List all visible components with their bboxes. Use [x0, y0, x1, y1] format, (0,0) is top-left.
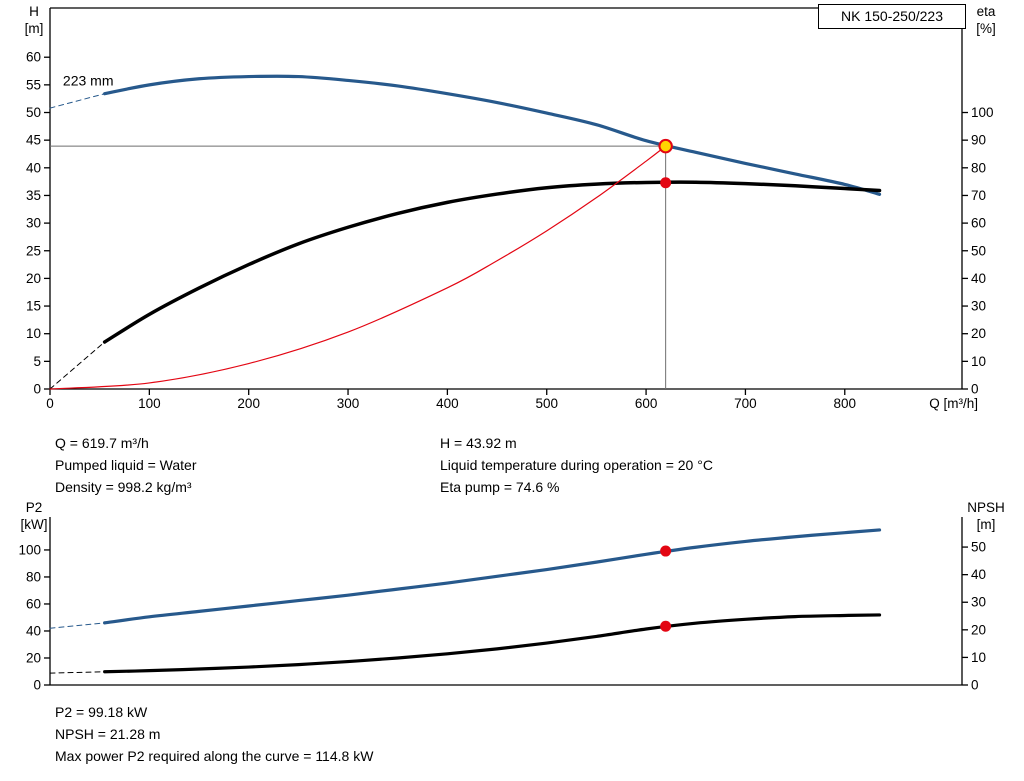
y-left-tick-label: 15	[26, 299, 41, 314]
power-npsh-chart: 0 20 40 60 80 100 0 10 20 30 40 50 P2 [kW] NPSH [m]	[18, 500, 1005, 693]
y-left-tick-label: 40	[26, 623, 41, 638]
operating-data-right: H = 43.92 m Liquid temperature during op…	[440, 432, 713, 498]
y-left-tick-label: 45	[26, 133, 41, 148]
x-tick-label: 300	[337, 396, 360, 411]
npsh-curve-dashed	[49, 671, 106, 674]
efficiency-curve	[102, 180, 882, 344]
y-left-tick-label: 5	[33, 354, 41, 369]
y-left-tick-label: 80	[26, 569, 41, 584]
x-tick-label: 700	[734, 396, 757, 411]
duty-point-marker[interactable]	[658, 138, 673, 154]
y-right-tick-label: 40	[971, 567, 986, 582]
y-right-axis-title: [m]	[977, 517, 996, 532]
npsh-curve	[103, 613, 882, 674]
density-value: Density = 998.2 kg/m³	[55, 479, 192, 495]
y-right-tick-label: 90	[971, 133, 986, 148]
y-right-tick-label: 0	[971, 382, 979, 397]
y-right-tick-label: 20	[971, 622, 986, 637]
y-right-axis-title: eta	[977, 4, 996, 19]
flow-value: Q = 619.7 m³/h	[55, 435, 149, 451]
y-left-tick-label: 55	[26, 77, 41, 92]
x-tick-label: 800	[834, 396, 857, 411]
y-left-tick-label: 10	[26, 326, 41, 341]
y-right-tick-label: 10	[971, 650, 986, 665]
pump-type-label: NK 150-250/223	[818, 4, 966, 29]
y-left-tick-label: 40	[26, 160, 41, 175]
y-right-tick-label: 30	[971, 595, 986, 610]
power-curve	[103, 528, 882, 625]
head-curve-dashed	[49, 93, 106, 109]
x-tick-label: 0	[46, 396, 54, 411]
impeller-diameter-label: 223 mm	[63, 73, 114, 89]
y-left-tick-label: 20	[26, 650, 41, 665]
y-right-axis-title: NPSH	[967, 500, 1005, 515]
x-tick-label: 100	[138, 396, 161, 411]
hq-performance-chart: 0510152025303540455055600102030405060708…	[25, 4, 996, 411]
y-right-tick-label: 10	[971, 354, 986, 369]
y-left-tick-label: 0	[33, 678, 41, 693]
y-right-tick-label: 100	[971, 105, 994, 120]
npsh-value: NPSH = 21.28 m	[55, 726, 161, 742]
x-tick-label: 200	[237, 396, 260, 411]
x-tick-label: 500	[535, 396, 558, 411]
x-tick-label: 600	[635, 396, 658, 411]
head-value: H = 43.92 m	[440, 435, 517, 451]
y-right-tick-label: 60	[971, 216, 986, 231]
p2-value: P2 = 99.18 kW	[55, 704, 148, 720]
y-left-axis-title: [kW]	[21, 517, 48, 532]
y-left-tick-label: 60	[26, 596, 41, 611]
max-power-value: Max power P2 required along the curve = …	[55, 748, 374, 764]
y-left-axis-title: H	[29, 4, 39, 19]
power-point-marker[interactable]	[660, 545, 672, 557]
power-curve-dashed	[49, 622, 106, 629]
x-tick-label: 400	[436, 396, 459, 411]
y-left-tick-label: 20	[26, 271, 41, 286]
y-right-tick-label: 50	[971, 540, 986, 555]
y-left-tick-label: 0	[33, 382, 41, 397]
efficiency-curve-dashed	[49, 341, 106, 390]
y-left-tick-label: 50	[26, 105, 41, 120]
y-right-tick-label: 40	[971, 271, 986, 286]
y-right-tick-label: 70	[971, 188, 986, 203]
y-right-axis-title: [%]	[976, 21, 996, 36]
y-left-axis-title: [m]	[25, 21, 44, 36]
power-npsh-data: P2 = 99.18 kW NPSH = 21.28 m Max power P…	[55, 701, 373, 767]
eta-pump-value: Eta pump = 74.6 %	[440, 479, 560, 495]
npsh-point-marker[interactable]	[660, 620, 672, 632]
y-right-tick-label: 80	[971, 160, 986, 175]
liquid-temperature-value: Liquid temperature during operation = 20…	[440, 457, 713, 473]
y-right-tick-label: 50	[971, 243, 986, 258]
y-right-tick-label: 20	[971, 326, 986, 341]
x-axis-unit-label: Q [m³/h]	[929, 396, 978, 411]
y-left-tick-label: 60	[26, 50, 41, 65]
system-curve	[49, 145, 667, 390]
head-curve-223mm	[103, 74, 882, 196]
y-left-axis-title: P2	[26, 500, 43, 515]
y-left-tick-label: 25	[26, 243, 41, 258]
y-right-tick-label: 0	[971, 678, 979, 693]
y-left-tick-label: 35	[26, 188, 41, 203]
y-right-tick-label: 30	[971, 299, 986, 314]
y-left-tick-label: 30	[26, 216, 41, 231]
efficiency-point-marker[interactable]	[660, 177, 672, 189]
operating-data-left: Q = 619.7 m³/h Pumped liquid = Water Den…	[55, 432, 197, 498]
y-left-tick-label: 100	[18, 542, 41, 557]
pumped-liquid-value: Pumped liquid = Water	[55, 457, 197, 473]
